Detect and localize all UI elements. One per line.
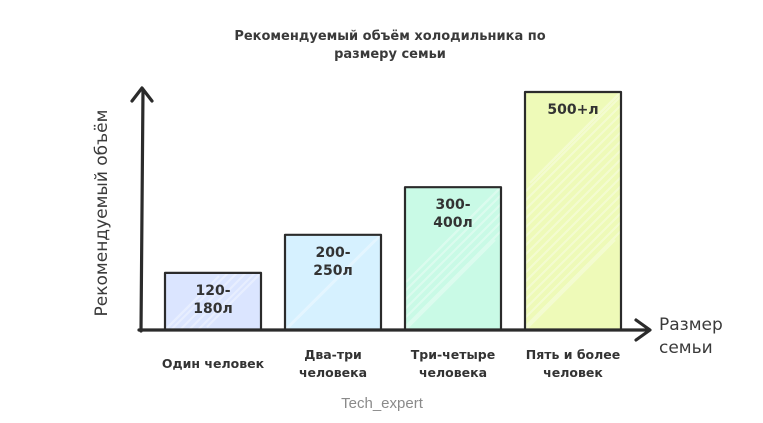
bar-value-label: 400л (433, 215, 472, 231)
bar-value-label: 250л (313, 263, 352, 279)
watermark-text: Tech_expert (341, 395, 424, 412)
bar-value-label: 120- (195, 283, 230, 299)
x-tick-label: человек (543, 365, 603, 380)
chart-title: Рекомендуемый объём холодильника по разме… (234, 29, 545, 62)
x-axis-label-line: семьи (659, 338, 713, 358)
bars: 120- 180л 200- 250л 300- 400л 500+л (163, 90, 623, 332)
bar-value-label: 200- (315, 245, 350, 261)
x-tick-label: человека (299, 365, 367, 380)
y-axis-arrow (130, 86, 154, 103)
x-axis-label-line: Размер (659, 315, 723, 335)
bar-1 (165, 272, 261, 330)
bar-texture (164, 272, 262, 331)
bar-2 (285, 234, 381, 330)
x-tick-label: Два-три (304, 347, 362, 362)
x-tick-label: Один человек (162, 356, 265, 371)
chart-title-line: размеру семьи (334, 47, 446, 62)
x-axis-arrow (634, 318, 652, 342)
bar-value-label: 180л (193, 301, 232, 317)
bar-texture (404, 186, 502, 331)
x-axis-label: Размер семьи (659, 315, 723, 358)
y-axis-line (139, 88, 145, 333)
bar-3 (405, 187, 501, 330)
x-tick-label: человека (419, 365, 487, 380)
bar-texture (524, 91, 622, 331)
bar-4 (525, 92, 621, 330)
chart-title-line: Рекомендуемый объём холодильника по (234, 29, 545, 44)
category-labels: Один человек Два-три человека Три-четыре чел… (162, 347, 620, 380)
bar-value-label: 500+л (547, 102, 598, 118)
axes (130, 86, 652, 342)
bar-value-label: 300- (435, 197, 470, 213)
y-axis-label: Рекомендуемый объём (92, 110, 112, 317)
x-tick-label: Пять и более (526, 347, 621, 362)
x-tick-label: Три-четыре (411, 347, 495, 362)
